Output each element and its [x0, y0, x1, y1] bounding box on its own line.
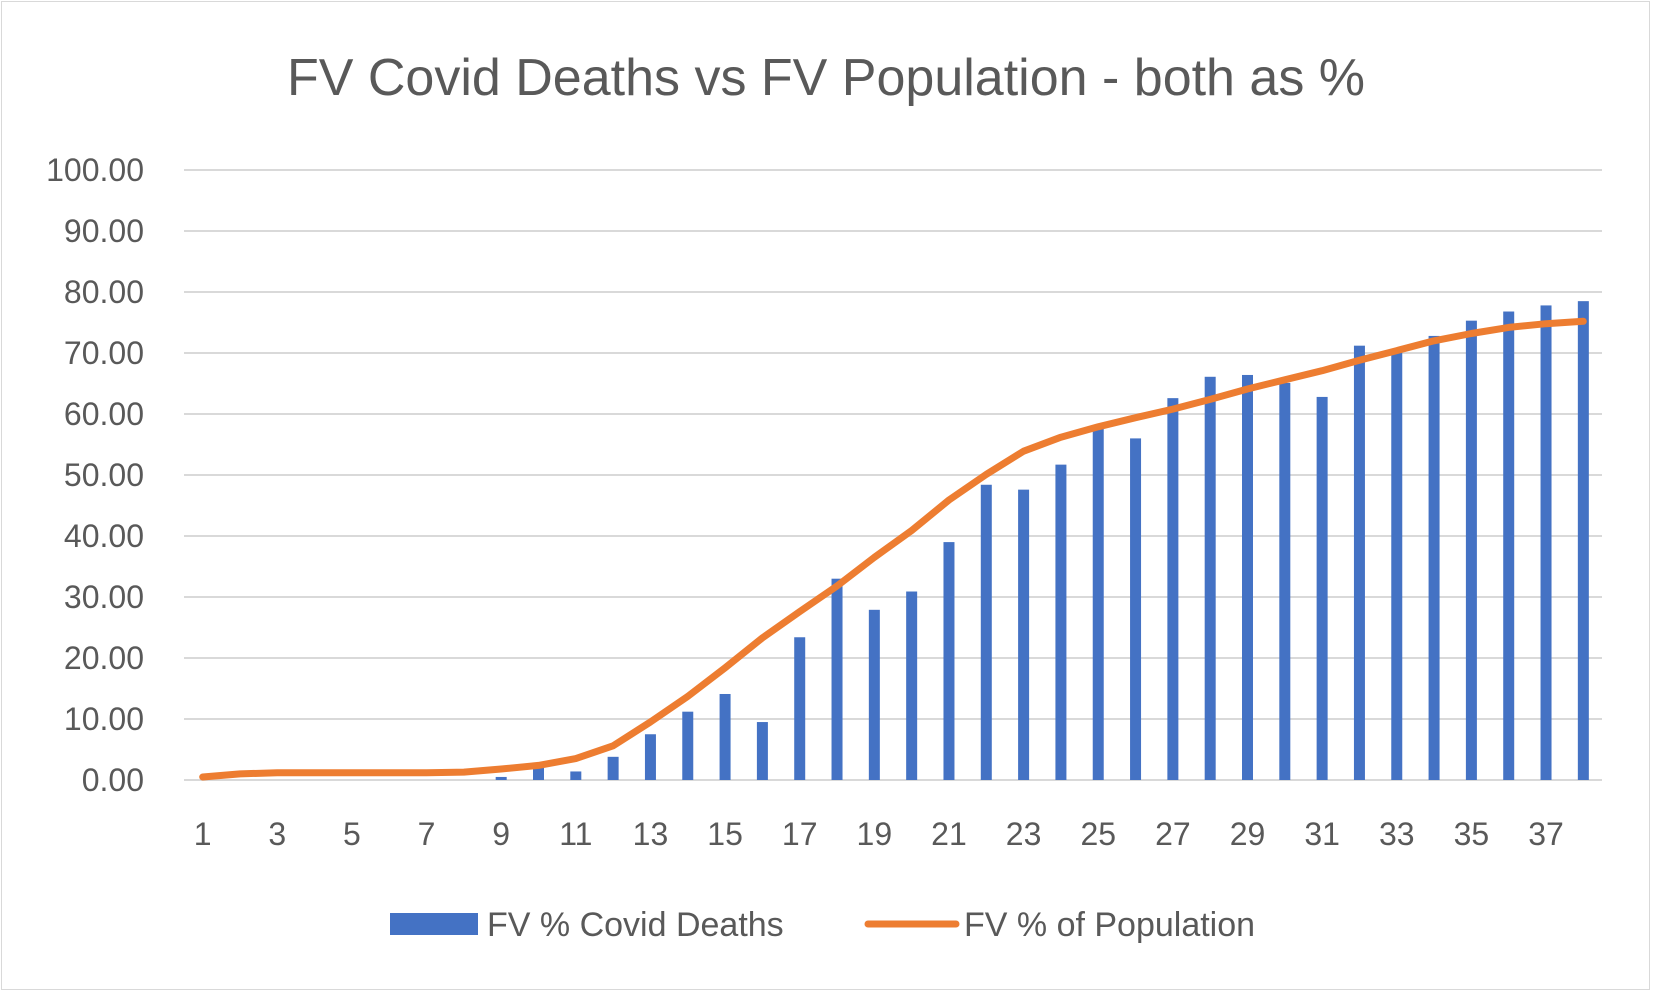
y-tick-label: 90.00	[64, 213, 144, 249]
bar	[1316, 396, 1328, 780]
gridlines	[184, 169, 1602, 781]
x-tick-label: 35	[1454, 816, 1490, 852]
line-series	[199, 317, 1587, 781]
bar	[1018, 489, 1030, 780]
bar	[682, 711, 694, 780]
x-tick-label: 11	[559, 816, 592, 852]
x-tick-label: 3	[268, 816, 286, 852]
y-tick-label: 60.00	[64, 396, 144, 432]
bar	[1242, 374, 1253, 780]
y-tick-label: 50.00	[64, 457, 144, 493]
legend: FV % Covid Deaths FV % of Population	[390, 906, 1255, 944]
bar	[1577, 301, 1589, 780]
bar	[607, 756, 619, 780]
bar	[1503, 311, 1515, 780]
bar	[1279, 382, 1291, 780]
x-tick-label: 19	[857, 816, 893, 852]
x-tick-label: 25	[1080, 816, 1116, 852]
bar	[831, 578, 843, 780]
x-tick-label: 23	[1006, 816, 1042, 852]
bar	[1055, 464, 1067, 780]
y-tick-label: 40.00	[64, 518, 144, 554]
x-tick-label: 21	[931, 816, 967, 852]
bar	[906, 591, 918, 780]
y-tick-label: 30.00	[64, 579, 144, 615]
bar	[1353, 345, 1365, 780]
y-tick-label: 10.00	[64, 701, 144, 737]
bar	[794, 637, 806, 780]
x-tick-label: 5	[343, 816, 361, 852]
bar	[570, 771, 582, 780]
bar	[1130, 438, 1142, 780]
x-tick-label: 1	[194, 816, 212, 852]
x-tick-label: 29	[1230, 816, 1266, 852]
bar	[719, 693, 731, 780]
x-tick-label: 27	[1155, 816, 1191, 852]
x-tick-label: 13	[633, 816, 669, 852]
y-tick-label: 80.00	[64, 274, 144, 310]
x-tick-label: 17	[782, 816, 818, 852]
x-tick-label: 9	[492, 816, 510, 852]
chart-title: FV Covid Deaths vs FV Population - both …	[287, 49, 1365, 107]
y-tick-label: 100.00	[46, 152, 144, 188]
bar	[1465, 320, 1477, 780]
bar	[1204, 376, 1216, 780]
bar	[533, 767, 544, 780]
bar	[868, 609, 880, 780]
bar	[1092, 426, 1104, 780]
bar	[1540, 305, 1552, 780]
x-axis-ticks: 1 3 5 7 9 11 13 15 17 19 21 23 25 27 29 31 33 35 37	[194, 816, 1564, 852]
legend-swatch-bar	[390, 913, 478, 935]
y-tick-label: 0.00	[82, 762, 144, 798]
legend-label-population: FV % of Population	[964, 906, 1255, 944]
line-series-path	[199, 317, 1587, 781]
y-axis-ticks: 0.00 10.00 20.00 30.00 40.00 50.00 60.00 70.00 8…	[46, 152, 144, 798]
bar	[644, 734, 656, 780]
x-tick-label: 15	[707, 816, 743, 852]
bar-series	[495, 301, 1589, 780]
x-tick-label: 31	[1304, 816, 1340, 852]
bar	[980, 484, 992, 780]
bar	[756, 722, 768, 780]
bar	[943, 542, 955, 780]
bar	[1167, 398, 1179, 780]
x-tick-label: 7	[418, 816, 436, 852]
bar	[1428, 335, 1440, 780]
y-tick-label: 20.00	[64, 640, 144, 676]
bar	[495, 776, 507, 780]
x-tick-label: 37	[1528, 816, 1564, 852]
legend-label-deaths: FV % Covid Deaths	[487, 906, 784, 944]
bar	[1391, 349, 1403, 780]
y-tick-label: 70.00	[64, 335, 144, 371]
x-tick-label: 33	[1379, 816, 1415, 852]
